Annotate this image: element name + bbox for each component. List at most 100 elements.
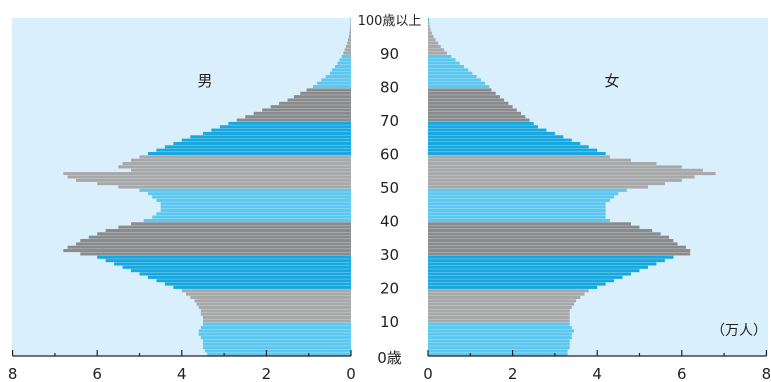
male-bar-age-88 [339,58,351,62]
male-bar-age-75 [279,101,351,105]
male-bar-age-43 [160,208,351,212]
male-bar-age-18 [186,292,351,296]
male-bar-age-25 [131,269,351,273]
right-tick-label-0: 0 [423,365,433,382]
female-bar-age-63 [428,141,581,146]
female-bar-age-1 [428,349,568,353]
male-bar-age-47 [152,195,351,199]
female-bar-age-0 [428,352,568,356]
male-bar-age-50 [118,185,351,189]
male-bar-age-87 [337,61,351,65]
female-bar-age-47 [428,195,615,199]
female-bar-age-80 [428,85,490,89]
female-bar-age-78 [428,91,496,95]
female-bar-age-100 [428,18,429,22]
female-bar-age-51 [428,182,665,186]
age-label-0: 0歳 [377,349,402,367]
age-label-10: 10 [380,313,399,331]
male-bar-age-7 [198,329,351,333]
female-bar-age-20 [428,285,598,289]
male-bar-age-66 [202,131,351,135]
female-bar-age-95 [428,34,434,38]
female-bar-age-23 [428,275,623,279]
female-bar-age-68 [428,125,538,129]
right-tick-label-6: 6 [677,365,687,382]
female-bar-age-84 [428,71,473,75]
female-bar-age-60 [428,152,606,156]
male-bar-age-4 [202,339,351,343]
female-bar-age-62 [428,145,589,149]
male-bar-age-21 [164,282,351,286]
male-bar-age-49 [139,188,351,192]
male-bar-age-39 [131,222,351,226]
female-bar-age-45 [428,202,606,206]
male-bar-age-23 [147,275,351,279]
male-bar-age-81 [317,81,351,85]
male-bar-age-82 [321,78,351,82]
male-bar-age-59 [139,155,351,159]
male-bar-age-48 [147,192,351,196]
female-bar-age-82 [428,78,481,82]
male-bar-age-68 [219,125,351,129]
male-bar-age-12 [200,312,351,316]
male-bar-age-42 [156,212,351,216]
male-bar-age-95 [348,34,351,38]
male-bar-age-52 [76,178,352,182]
male-bar-age-86 [334,65,351,69]
series-label-male: 男 [197,72,212,90]
female-bar-age-93 [428,41,439,45]
female-bar-age-73 [428,108,517,112]
male-bar-age-36 [97,232,351,236]
female-bars [428,18,716,356]
female-bar-age-90 [428,51,448,55]
x-axis: 8 6 4 2 0 0 2 4 6 8 [8,350,771,382]
female-bar-age-58 [428,158,632,162]
female-bar-age-25 [428,269,640,273]
male-bar-age-65 [190,135,351,139]
age-label-70: 70 [380,112,399,130]
female-bar-age-92 [428,44,441,48]
male-bar-age-8 [200,326,351,330]
female-bar-age-53 [428,175,695,179]
male-bar-age-77 [293,95,351,99]
female-bar-age-56 [428,165,682,169]
female-bar-age-28 [428,259,665,263]
female-bar-age-81 [428,81,486,85]
left-tick-label-2: 2 [262,365,272,382]
female-bar-age-39 [428,222,632,226]
female-bar-age-69 [428,121,534,125]
female-bar-age-71 [428,115,526,119]
female-bar-age-70 [428,118,530,122]
male-bar-age-63 [173,141,351,146]
female-bar-age-88 [428,58,456,62]
male-bar-age-92 [345,44,351,48]
male-bar-age-55 [131,168,351,172]
female-bar-age-46 [428,198,610,202]
female-bar-age-42 [428,212,606,216]
female-bar-age-97 [428,28,431,32]
female-bar-age-96 [428,31,432,35]
female-bar-age-31 [428,249,691,253]
female-bar-age-91 [428,48,445,52]
male-bar-age-74 [270,105,351,109]
male-bar-age-69 [228,121,351,125]
male-bar-age-28 [105,259,351,263]
female-bar-age-9 [428,322,570,326]
female-bar-age-64 [428,138,572,142]
male-bar-age-89 [341,54,351,59]
male-bar-age-6 [198,332,351,336]
left-tick-label-0: 0 [346,365,356,382]
right-tick-label-2: 2 [508,365,518,382]
female-bar-age-32 [428,245,687,249]
female-bar-age-21 [428,282,606,286]
male-bar-age-93 [347,41,351,45]
male-bar-age-1 [205,349,351,353]
male-bar-age-35 [88,235,352,239]
male-bar-age-37 [105,228,351,233]
male-bar-age-85 [331,68,351,72]
male-bar-age-78 [300,91,351,95]
male-bar-age-83 [325,75,351,79]
male-bar-age-31 [63,249,352,253]
age-labels: 0歳 10 20 30 40 50 60 70 80 90 100歳以上 [358,14,422,367]
